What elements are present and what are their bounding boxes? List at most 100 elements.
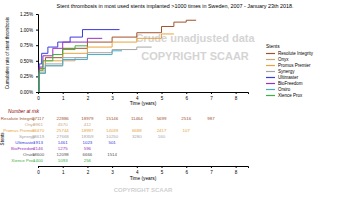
risk-value: 22886 — [57, 116, 70, 121]
risk-value: 25744 — [57, 128, 70, 133]
risk-value: 1514 — [107, 152, 117, 157]
table-tick: 1 — [62, 166, 65, 175]
table-tick: 2 — [87, 166, 90, 175]
x-tick-label: 8 — [235, 96, 238, 101]
x-tick-label: 1 — [62, 96, 65, 101]
legend-label: BioFreedom — [278, 81, 303, 86]
legend-label: Resolute Integrity — [278, 51, 314, 56]
row-label: BioFreedom — [11, 146, 35, 151]
x-tick-label: 5 — [161, 96, 164, 101]
series-line — [38, 34, 174, 92]
y-tick-label: 1.00% — [20, 28, 33, 33]
table-tick: 7 — [210, 166, 213, 175]
x-tick-mark — [186, 92, 187, 94]
x-tick-mark — [162, 92, 163, 94]
lines — [38, 20, 196, 92]
risk-value: 18979 — [81, 116, 94, 121]
table-tick-label: 2 — [87, 170, 90, 175]
y-tick-label: 0.50% — [20, 59, 33, 64]
x-axis-line — [39, 93, 249, 95]
legend-swatch — [266, 59, 275, 60]
table-tick-mark — [63, 166, 64, 168]
x-tick: 5 — [161, 92, 164, 101]
x-tick-label: 6 — [185, 96, 188, 101]
x-tick-mark — [211, 92, 212, 94]
table-tick: 3 — [111, 166, 114, 175]
series-line — [38, 38, 102, 92]
risk-value: 33470 — [32, 128, 45, 133]
risk-value: 9961 — [33, 122, 43, 127]
x-tick: 1 — [62, 92, 65, 101]
x-tick-mark — [38, 92, 39, 94]
risk-value: 501 — [108, 140, 116, 145]
table-tick: 5 — [161, 166, 164, 175]
watermark: COPYRIGHT SCAAR — [141, 50, 249, 62]
risk-value: 2516 — [181, 116, 191, 121]
y-tick-label: 1.25% — [20, 12, 33, 17]
x-tick-label: 3 — [111, 96, 114, 101]
y-axis-line — [36, 15, 39, 93]
y-tick: 0.75% — [20, 43, 38, 48]
table-tick-mark — [211, 166, 212, 168]
x-tick-mark — [112, 92, 113, 94]
table-tick: 6 — [185, 166, 188, 175]
x-tick-label: 2 — [87, 96, 90, 101]
risk-value: 27117 — [32, 116, 44, 121]
risk-value: 1093 — [58, 158, 68, 163]
risk-value: 2146 — [33, 146, 43, 151]
table-tick-mark — [112, 166, 113, 168]
legend-label: Onyx — [278, 57, 289, 62]
risk-value: 18359 — [81, 134, 94, 139]
x-tick: 2 — [87, 92, 90, 101]
table-tick-mark — [38, 166, 39, 168]
y-tick: 1.25% — [20, 12, 38, 17]
risk-value: 6666 — [83, 152, 93, 157]
risk-value: 1913 — [33, 140, 43, 145]
series-line — [38, 51, 122, 92]
risk-value: 6688 — [132, 128, 142, 133]
risk-value: 11464 — [131, 116, 143, 121]
y-tick: 0.50% — [20, 59, 38, 64]
risk-value: 4570 — [58, 122, 68, 127]
x-tick-label: 0 — [37, 96, 40, 101]
table-tick-label: 0 — [37, 170, 40, 175]
legend-swatch — [266, 53, 275, 54]
table-tick-label: 7 — [210, 170, 213, 175]
x-tick-mark — [137, 92, 138, 94]
risk-value: 160 — [158, 134, 166, 139]
risk-value: 15146 — [106, 116, 119, 121]
chart: Stent thrombosis in most used stents imp… — [0, 0, 350, 197]
x-tick: 6 — [185, 92, 188, 101]
x-tick-mark — [63, 92, 64, 94]
y-axis: 0.00% 0.25% 0.50% 0.75% 1.00% 1.25% — [20, 12, 39, 95]
x-tick: 7 — [210, 92, 213, 101]
table-x-axis: 0 1 2 3 4 5 6 7 8 — [37, 166, 248, 175]
footer: COPYRIGHT SCAAR — [114, 187, 173, 193]
table-x-title: Time (years) — [130, 176, 157, 181]
risk-value: 256 — [84, 158, 92, 163]
x-tick-mark — [236, 92, 237, 94]
x-axis: 012345678 — [37, 92, 248, 101]
risk-value: 27668 — [57, 134, 70, 139]
table-tick-mark — [137, 166, 138, 168]
y-tick-mark — [36, 14, 38, 15]
y-tick: 0.00% — [20, 90, 38, 95]
risk-value: 596 — [84, 146, 92, 151]
y-tick-mark — [36, 76, 38, 77]
legend-swatch — [266, 95, 275, 96]
risk-value: 1023 — [83, 140, 93, 145]
y-tick-label: 0.25% — [20, 74, 33, 79]
legend-label: Promus Premier — [278, 63, 311, 68]
table-tick-label: 1 — [62, 170, 65, 175]
risk-value: 12098 — [57, 152, 70, 157]
table-tick-label: 4 — [136, 170, 139, 175]
legend-title: Stents — [266, 44, 280, 49]
table-tick-mark — [162, 166, 163, 168]
risk-value: 3280 — [132, 134, 142, 139]
series-line — [38, 20, 196, 92]
y-tick: 1.00% — [20, 28, 38, 33]
table-tick: 8 — [235, 166, 238, 175]
risk-value: 1461 — [58, 140, 68, 145]
risk-value: 2417 — [157, 128, 167, 133]
table-axis-line — [39, 167, 249, 169]
